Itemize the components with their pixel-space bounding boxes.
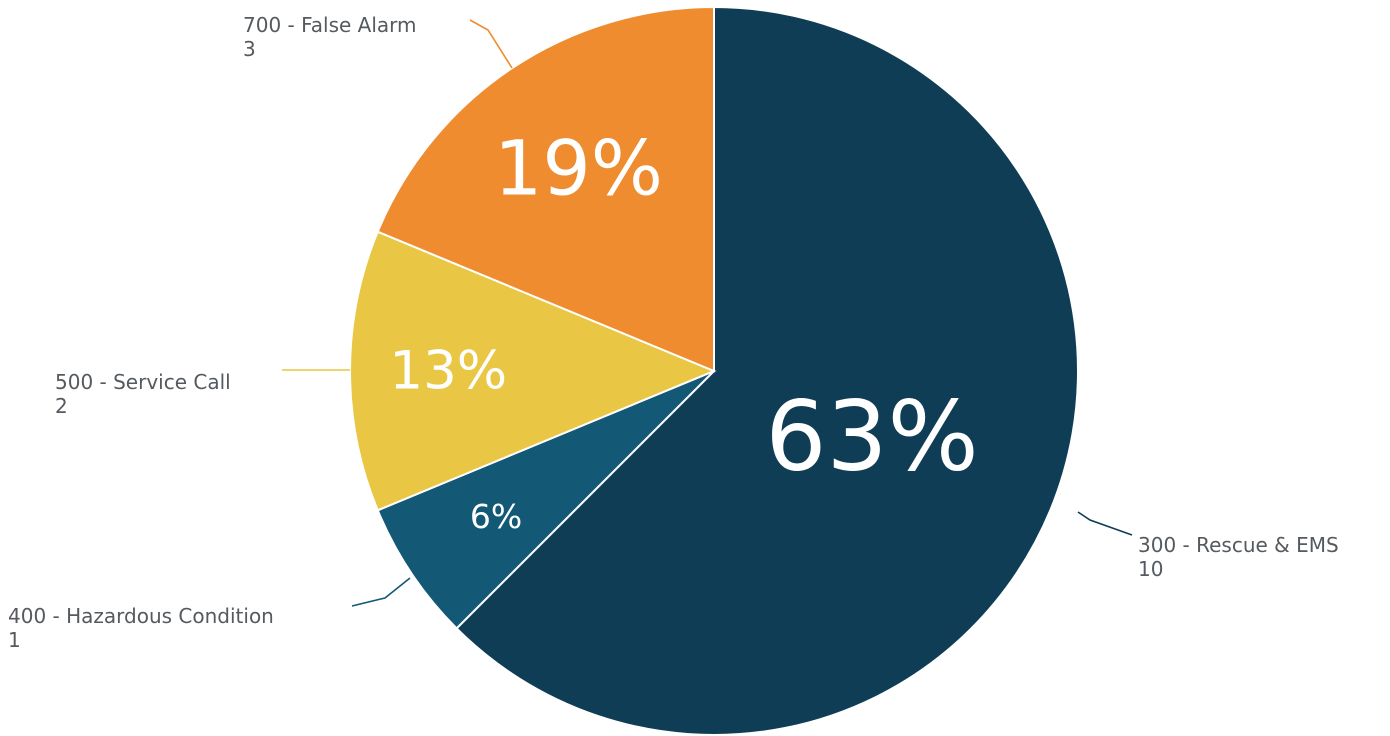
percent-label-700-false-alarm: 19% (494, 124, 663, 213)
leader-line-300-rescue-ems (1077, 511, 1133, 536)
category-value-400-hazardous-condition: 1 (8, 628, 21, 652)
category-value-700-false-alarm: 3 (243, 37, 256, 61)
pie-slice-500-service-call (349, 230, 717, 512)
pie-slice-700-false-alarm (376, 5, 715, 373)
category-label-700-false-alarm: 700 - False Alarm (243, 13, 417, 37)
pie-slice-400-hazardous-condition (376, 370, 715, 630)
category-value-300-rescue-ems: 10 (1138, 557, 1163, 581)
pie-slice-300-rescue-ems (455, 5, 1079, 736)
category-label-400-hazardous-condition: 400 - Hazardous Condition (8, 604, 274, 628)
category-label-300-rescue-ems: 300 - Rescue & EMS (1138, 533, 1339, 557)
percent-label-400-hazardous-condition: 6% (470, 497, 522, 536)
pie-slices (349, 5, 1079, 736)
leader-line-700-false-alarm (469, 19, 513, 69)
category-label-500-service-call: 500 - Service Call (55, 370, 231, 394)
leader-lines (282, 19, 1133, 607)
leader-line-400-hazardous-condition (351, 577, 411, 607)
category-value-500-service-call: 2 (55, 394, 68, 418)
percent-label-300-rescue-ems: 63% (765, 380, 978, 492)
percent-labels: 63% 6% 13% 19% (389, 124, 978, 536)
percent-label-500-service-call: 13% (389, 341, 507, 402)
